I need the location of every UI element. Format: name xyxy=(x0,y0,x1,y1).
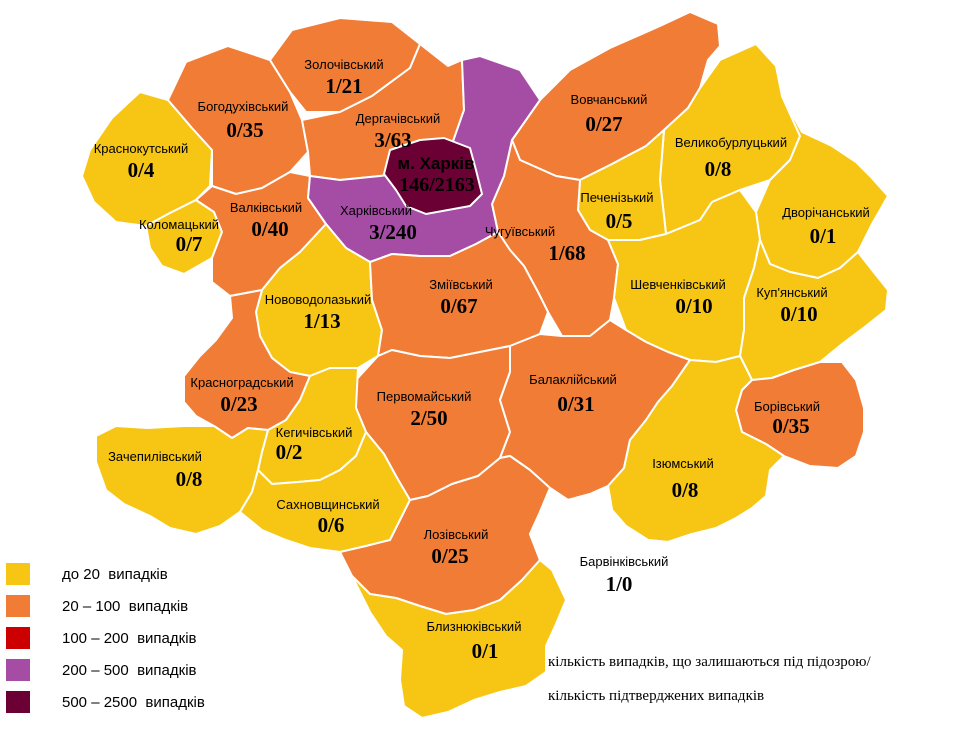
legend-item-20-100: 20 – 100 випадків xyxy=(6,590,205,622)
kharkiv-city-area xyxy=(383,137,483,215)
label-value-krasnohradskyi: 0/23 xyxy=(220,392,257,416)
label-name-izyumskyi: Ізюмський xyxy=(652,456,714,471)
label-value-kupianskyi: 0/10 xyxy=(780,302,817,326)
note-line-1: кількість випадків, що залишаються під п… xyxy=(548,654,871,670)
label-value-lozivskyi: 0/25 xyxy=(431,544,468,568)
region-izyumskyi xyxy=(607,355,785,543)
label-value-kehychivskyi: 0/2 xyxy=(276,440,303,464)
label-name-blyzniukivskyi: Близнюківський xyxy=(427,619,522,634)
label-value-bohodukhivskyi: 0/35 xyxy=(226,118,263,142)
label-name-pervomaiskyi: Первомайський xyxy=(377,389,472,404)
label-name-kupianskyi: Куп'янський xyxy=(756,285,827,300)
legend: до 20 випадків 20 – 100 випадків 100 – 2… xyxy=(6,558,205,718)
label-value-derhachivskyi: 3/63 xyxy=(374,128,411,152)
label-name-barvinkivskyi: Барвінківський xyxy=(580,554,669,569)
label-value-zmiivskyi: 0/67 xyxy=(440,294,477,318)
label-name-balakliiskyi: Балаклійський xyxy=(529,372,617,387)
region-blyzniukivskyi xyxy=(351,559,567,719)
region-bohodukhivskyi xyxy=(167,45,309,195)
legend-label: 500 – 2500 випадків xyxy=(62,693,205,711)
label-name-valkivskyi: Валківський xyxy=(230,200,302,215)
label-name-chuhuivskyi: Чугуївський xyxy=(485,224,555,239)
legend-swatch-200-500 xyxy=(6,659,30,681)
label-value-blyzniukivskyi: 0/1 xyxy=(472,639,499,663)
label-name-dvorichanskyi: Дворічанський xyxy=(782,205,870,220)
label-value-novovodolazkyi: 1/13 xyxy=(303,309,340,333)
region-kupianskyi xyxy=(739,239,889,381)
legend-swatch-500-2500 xyxy=(6,691,30,713)
label-name-krasnokutskyi: Краснокутський xyxy=(94,141,189,156)
label-value-zolochivskyi: 1/21 xyxy=(325,74,362,98)
label-value-vovchanskyi: 0/27 xyxy=(585,112,622,136)
legend-item-500-2500: 500 – 2500 випадків xyxy=(6,686,205,718)
label-value-kolomatskyi: 0/7 xyxy=(176,232,203,256)
label-name-zmiivskyi: Зміївський xyxy=(429,277,493,292)
legend-item-lt20: до 20 випадків xyxy=(6,558,205,590)
label-name-kharkivskyi: Харківський xyxy=(340,203,412,218)
label-value-krasnokutskyi: 0/4 xyxy=(128,158,155,182)
label-name-vovchanskyi: Вовчанський xyxy=(571,92,648,107)
label-name-sakhnovshchynskyi: Сахновщинський xyxy=(276,497,379,512)
label-value-barvinkivskyi: 1/0 xyxy=(606,572,633,596)
label-value-sakhnovshchynskyi: 0/6 xyxy=(318,513,345,537)
region-sakhnovshchynskyi xyxy=(239,431,411,553)
label-name-zachepylivskyi: Зачепилівський xyxy=(108,449,202,464)
label-name-kharkiv-city: м. Харків xyxy=(398,154,475,173)
legend-item-100-200: 100 – 200 випадків xyxy=(6,622,205,654)
label-value-dvorichanskyi: 0/1 xyxy=(810,224,837,248)
label-name-kehychivskyi: Кегичівський xyxy=(276,425,353,440)
label-name-kolomatskyi: Коломацький xyxy=(139,217,219,232)
label-value-pervomaiskyi: 2/50 xyxy=(410,406,447,430)
legend-swatch-lt20 xyxy=(6,563,30,585)
note-line-2: кількість підтверджених випадків xyxy=(548,688,765,704)
region-labels: Краснокутський 0/4 Коломацький 0/7 Богод… xyxy=(94,57,870,663)
label-name-borivskyi: Борівський xyxy=(754,399,820,414)
label-name-novovodolazkyi: Нововодолазький xyxy=(265,292,371,307)
label-name-derhachivskyi: Дергачівський xyxy=(356,111,441,126)
legend-swatch-20-100 xyxy=(6,595,30,617)
legend-label: 200 – 500 випадків xyxy=(62,661,197,679)
label-value-shevchenkivskyi: 0/10 xyxy=(675,294,712,318)
label-value-izyumskyi: 0/8 xyxy=(672,478,699,502)
legend-label: 100 – 200 випадків xyxy=(62,629,197,647)
label-value-velykoburlutskyi: 0/8 xyxy=(705,157,732,181)
label-value-kharkivskyi: 3/240 xyxy=(369,220,417,244)
label-name-bohodukhivskyi: Богодухівський xyxy=(198,99,289,114)
label-value-kharkiv-city: 146/2163 xyxy=(399,174,475,196)
label-value-valkivskyi: 0/40 xyxy=(251,217,288,241)
legend-label: до 20 випадків xyxy=(62,565,168,583)
label-value-pechenizkyi: 0/5 xyxy=(606,209,633,233)
label-name-krasnohradskyi: Красноградський xyxy=(190,375,293,390)
label-name-lozivskyi: Лозівський xyxy=(424,527,489,542)
label-name-velykoburlutskyi: Великобурлуцький xyxy=(675,135,787,150)
label-value-balakliiskyi: 0/31 xyxy=(557,392,594,416)
label-name-zolochivskyi: Золочівський xyxy=(304,57,383,72)
label-value-zachepylivskyi: 0/8 xyxy=(176,467,203,491)
label-value-chuhuivskyi: 1/68 xyxy=(548,241,585,265)
legend-item-200-500: 200 – 500 випадків xyxy=(6,654,205,686)
legend-swatch-100-200 xyxy=(6,627,30,649)
label-value-borivskyi: 0/35 xyxy=(772,414,809,438)
legend-label: 20 – 100 випадків xyxy=(62,597,189,615)
label-name-pechenizkyi: Печенізький xyxy=(580,190,653,205)
label-name-shevchenkivskyi: Шевченківський xyxy=(630,277,725,292)
